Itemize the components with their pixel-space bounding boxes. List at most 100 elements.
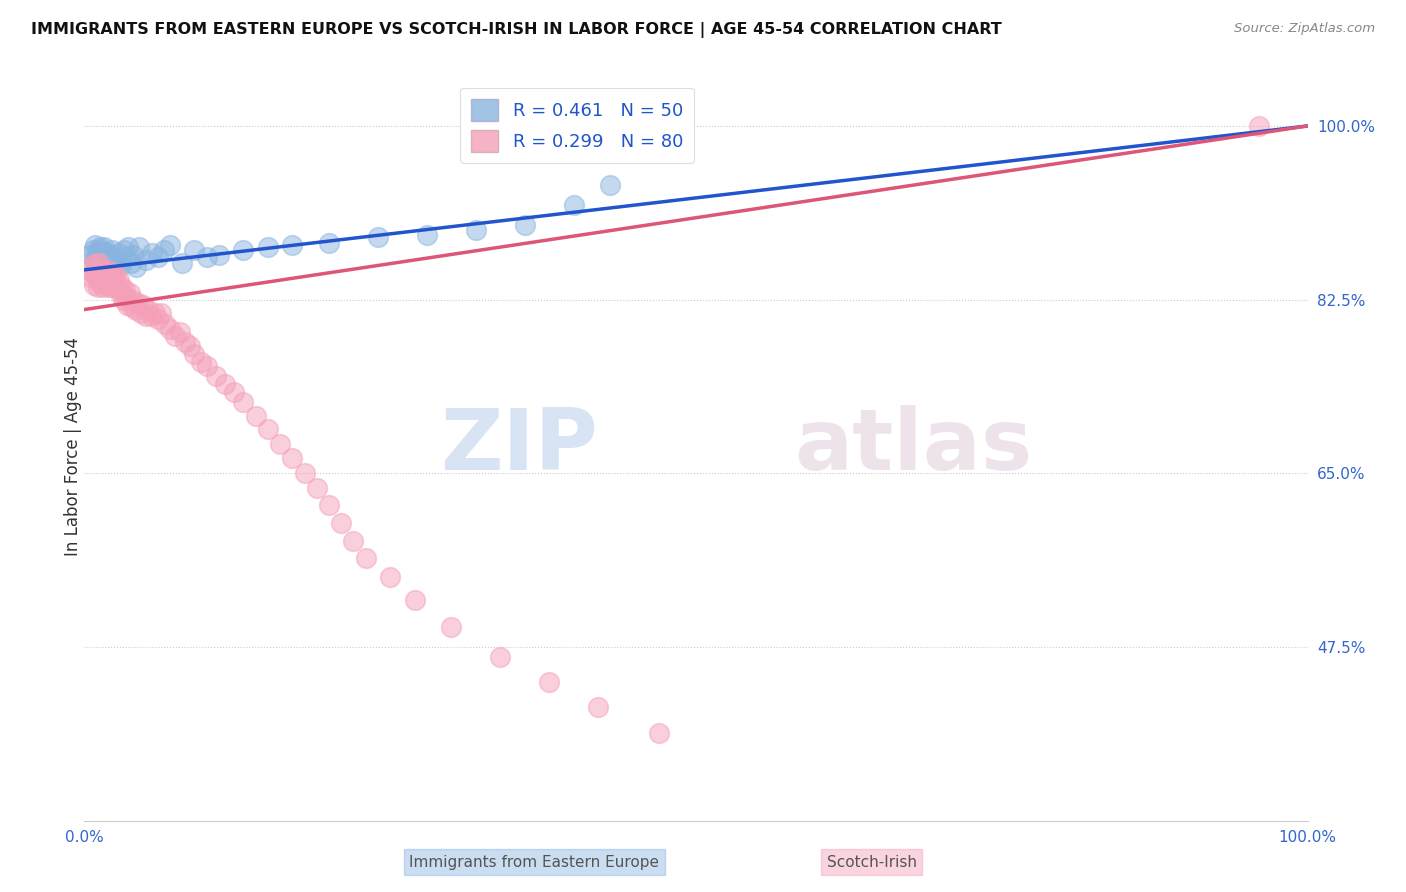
Point	[135, 252, 157, 267]
Point	[586, 699, 609, 714]
Point	[127, 295, 149, 310]
Point	[86, 258, 108, 272]
Point	[118, 285, 141, 300]
Point	[440, 620, 463, 634]
Point	[141, 310, 163, 324]
Point	[89, 276, 111, 290]
Point	[173, 335, 195, 350]
Point	[163, 329, 186, 343]
Point	[305, 481, 328, 495]
Point	[214, 376, 236, 391]
Point	[101, 243, 124, 257]
Text: Source: ZipAtlas.com: Source: ZipAtlas.com	[1234, 22, 1375, 36]
Point	[107, 246, 129, 260]
Point	[330, 516, 353, 530]
Point	[183, 347, 205, 361]
Point	[318, 235, 340, 250]
Point	[117, 240, 139, 254]
Point	[96, 244, 118, 259]
Point	[87, 243, 110, 257]
Point	[232, 243, 254, 257]
Point	[111, 279, 134, 293]
Point	[404, 593, 426, 607]
Point	[190, 355, 212, 369]
Point	[195, 250, 218, 264]
Point	[179, 339, 201, 353]
Point	[132, 297, 155, 311]
Point	[87, 279, 110, 293]
Text: ZIP: ZIP	[440, 404, 598, 488]
Point	[245, 409, 267, 423]
Point	[269, 436, 291, 450]
Point	[342, 533, 364, 548]
Point	[86, 246, 108, 260]
Point	[115, 290, 138, 304]
Point	[93, 240, 115, 254]
Point	[153, 243, 176, 257]
Point	[86, 269, 108, 284]
Point	[128, 240, 150, 254]
Point	[97, 263, 120, 277]
Point	[100, 269, 122, 284]
Point	[105, 279, 128, 293]
Point	[169, 326, 191, 340]
Point	[97, 279, 120, 293]
Point	[648, 726, 671, 740]
Point	[281, 238, 304, 252]
Point	[159, 322, 181, 336]
Point	[93, 252, 115, 267]
Point	[122, 248, 145, 262]
Text: Scotch-Irish: Scotch-Irish	[827, 855, 917, 870]
Point	[89, 240, 111, 254]
Point	[91, 279, 114, 293]
Point	[153, 318, 176, 332]
Point	[257, 422, 280, 436]
Point	[91, 248, 114, 262]
Point	[79, 248, 101, 262]
Point	[100, 256, 122, 270]
Point	[294, 467, 316, 481]
Point	[159, 238, 181, 252]
Point	[150, 305, 173, 319]
Point	[121, 300, 143, 314]
Point	[112, 293, 135, 307]
Point	[1247, 119, 1270, 133]
Point	[97, 263, 120, 277]
Point	[122, 293, 145, 307]
Point	[105, 269, 128, 284]
Point	[195, 359, 218, 373]
Point	[96, 269, 118, 284]
Point	[97, 266, 120, 280]
Text: IMMIGRANTS FROM EASTERN EUROPE VS SCOTCH-IRISH IN LABOR FORCE | AGE 45-54 CORREL: IMMIGRANTS FROM EASTERN EUROPE VS SCOTCH…	[31, 22, 1001, 38]
Point	[90, 256, 112, 270]
Point	[489, 649, 512, 664]
Text: atlas: atlas	[794, 404, 1032, 488]
Point	[232, 394, 254, 409]
Point	[136, 302, 159, 317]
Point	[94, 277, 117, 292]
Point	[562, 198, 585, 212]
Point	[82, 243, 104, 257]
Point	[110, 287, 132, 301]
Point	[87, 256, 110, 270]
Point	[143, 305, 166, 319]
Point	[80, 258, 103, 272]
Point	[120, 256, 142, 270]
Point	[172, 256, 194, 270]
Point	[135, 310, 157, 324]
Point	[141, 246, 163, 260]
Point	[87, 250, 110, 264]
Point	[318, 498, 340, 512]
Point	[146, 250, 169, 264]
Point	[104, 260, 127, 274]
Point	[380, 570, 402, 584]
Point	[513, 218, 536, 232]
Point	[257, 240, 280, 254]
Point	[98, 248, 121, 262]
Point	[354, 550, 377, 565]
Point	[599, 178, 621, 193]
Point	[105, 252, 128, 267]
Point	[205, 369, 228, 384]
Point	[112, 243, 135, 257]
Point	[98, 277, 121, 292]
